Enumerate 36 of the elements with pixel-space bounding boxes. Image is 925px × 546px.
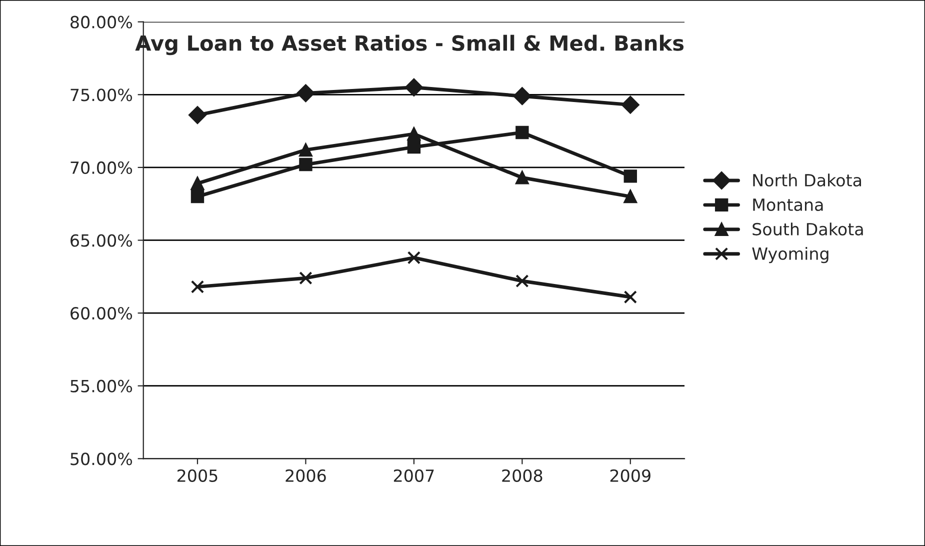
point (407, 140, 421, 154)
x-tick-label: 2009 (610, 469, 650, 482)
point (516, 274, 529, 288)
point (190, 280, 204, 294)
point (190, 176, 204, 190)
y-tick-label: 55.00% (70, 380, 132, 392)
legend-label: Wyoming (752, 247, 828, 264)
x-tick-label: 2007 (394, 469, 434, 482)
y-tick-label: 80.00% (70, 16, 132, 28)
point (407, 251, 421, 264)
point (190, 190, 204, 204)
legend-label: South Dakota (752, 222, 863, 236)
point (299, 158, 312, 172)
point (621, 96, 640, 114)
point (407, 127, 421, 141)
y-tick-label: 75.00% (70, 88, 132, 102)
point (299, 143, 312, 157)
point (296, 84, 315, 102)
y-tick-label: 60.00% (70, 307, 132, 320)
point (624, 190, 637, 204)
point (188, 106, 206, 124)
point (624, 290, 637, 304)
x-tick-label: 2005 (178, 469, 218, 482)
y-tick-label: 50.00% (70, 452, 132, 466)
y-tick-label: 70.00% (70, 161, 132, 174)
legend-label: Montana (753, 198, 823, 212)
x-tick-label: 2008 (502, 469, 542, 482)
y-tick-label: 65.00% (70, 234, 132, 247)
x-tick-label: 2006 (286, 469, 326, 482)
legend-label: North Dakota (753, 174, 862, 187)
point (516, 126, 529, 140)
point (516, 171, 529, 184)
point (299, 271, 312, 285)
point (513, 87, 532, 105)
point (405, 78, 423, 96)
point (624, 170, 637, 183)
